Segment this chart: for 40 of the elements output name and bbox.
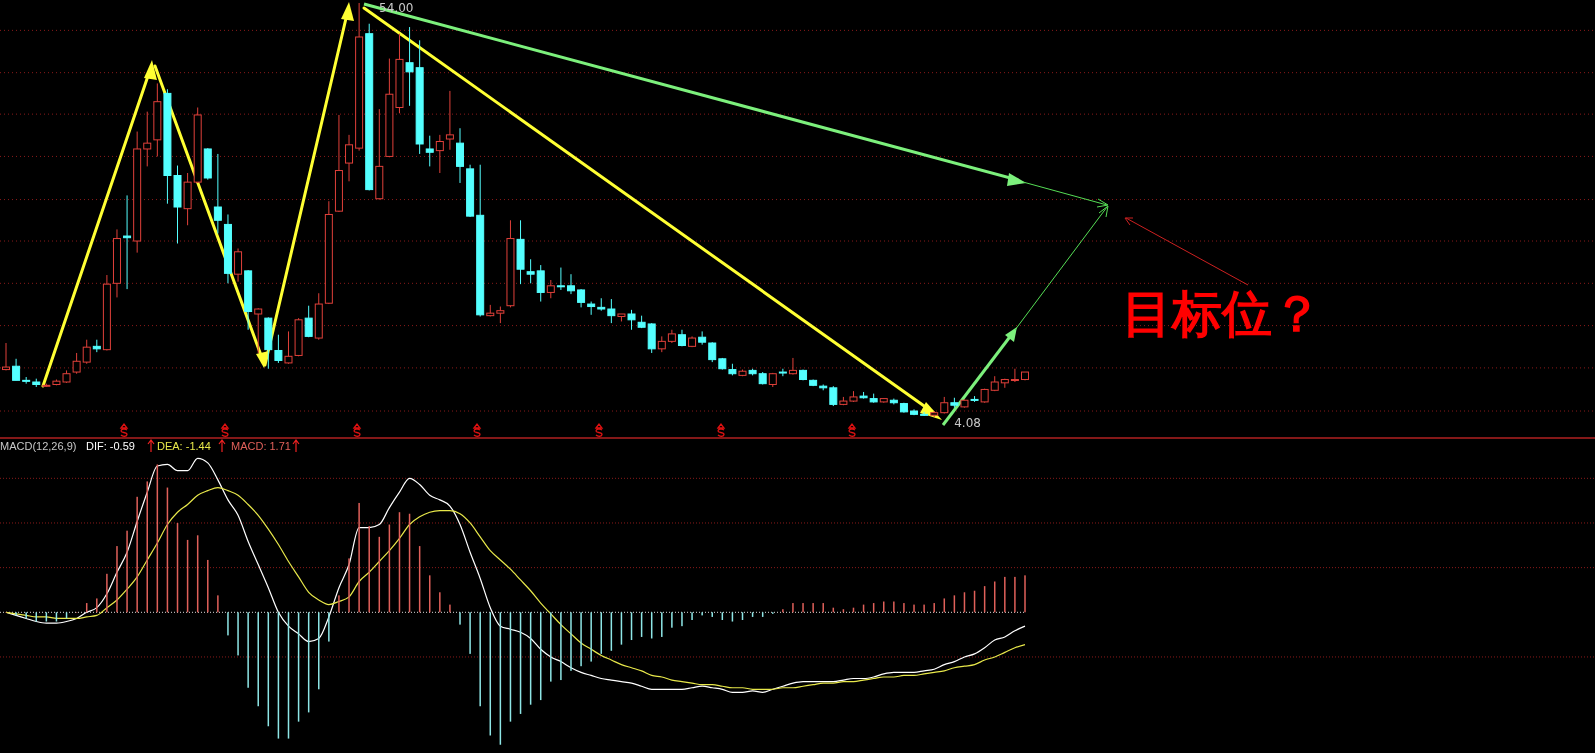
text: 目标位？ [1122,284,1322,343]
candlestick [123,194,132,290]
candlestick [566,273,575,295]
candlestick [345,134,354,182]
candlestick [1010,368,1019,383]
text: MACD: 1.71 [231,440,291,452]
candlestick [526,258,535,284]
candlestick [698,330,707,346]
candlestick [627,309,636,331]
candlestick [72,352,81,375]
candlestick [284,330,293,365]
candlestick [304,305,313,338]
candlestick [2,342,10,371]
candlestick [607,298,616,324]
candlestick [213,153,222,235]
text: DEA: -1.44 [157,440,211,452]
candlestick [405,26,414,107]
candlestick [274,334,283,364]
candlestick [788,357,797,376]
text: DIF: -0.59 [86,440,135,452]
candlestick [254,307,263,354]
annotation: 54.00 [379,1,414,15]
candlestick [425,135,434,167]
candlestick [82,339,91,365]
candlestick [234,247,243,283]
candlestick [536,264,545,303]
candlestick [708,341,717,363]
candlestick [12,358,21,381]
candlestick [778,368,787,377]
candlestick [920,411,929,417]
candlestick [435,134,444,174]
candlestick [577,288,586,308]
chart-title: MACD(12,26,9) [0,440,77,452]
candlestick [445,90,454,151]
candlestick [143,111,152,167]
candlestick [456,127,465,184]
candlestick [829,385,838,407]
candlestick [546,279,555,299]
candlestick [556,267,565,291]
annotation: 4.08 [954,416,981,430]
